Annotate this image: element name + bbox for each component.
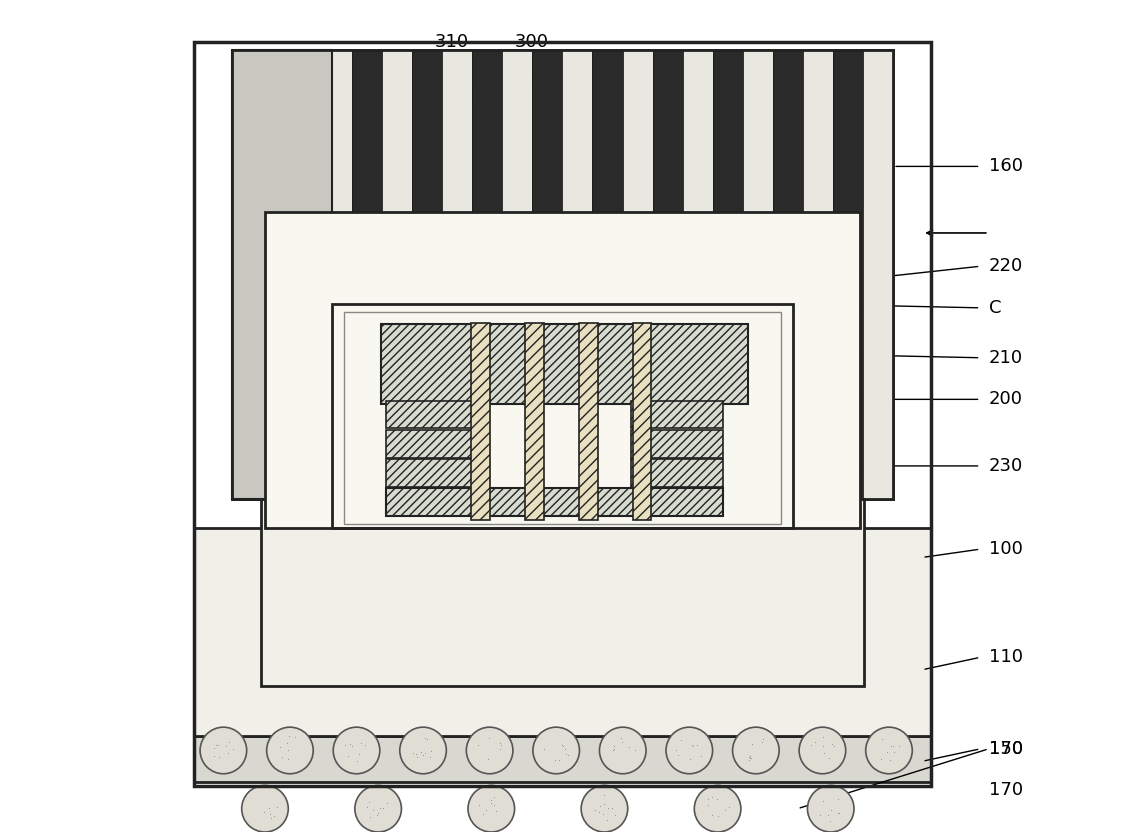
Circle shape [266, 727, 313, 774]
Bar [231, 50, 893, 499]
Bar [231, 50, 262, 499]
Bar [863, 50, 893, 499]
Bar [262, 50, 291, 499]
Bar [382, 50, 412, 499]
Bar [833, 50, 863, 499]
Bar [386, 430, 478, 458]
Bar [332, 304, 794, 528]
Circle shape [533, 727, 579, 774]
Bar [773, 50, 803, 499]
Bar [525, 323, 544, 520]
Bar [231, 50, 893, 499]
Bar [291, 50, 322, 499]
Bar [683, 50, 712, 499]
Bar [632, 323, 651, 520]
Circle shape [333, 727, 379, 774]
Circle shape [355, 785, 402, 832]
Bar [382, 324, 747, 404]
Text: C: C [989, 299, 1001, 317]
Circle shape [807, 785, 854, 832]
Circle shape [733, 727, 779, 774]
Bar [322, 50, 352, 499]
Circle shape [400, 727, 446, 774]
Bar [443, 50, 472, 499]
Bar [502, 50, 533, 499]
Circle shape [581, 785, 628, 832]
Text: 170: 170 [989, 781, 1023, 800]
Bar [231, 50, 332, 499]
Circle shape [666, 727, 712, 774]
Bar [412, 50, 443, 499]
Bar [653, 50, 683, 499]
Circle shape [599, 727, 646, 774]
Bar [593, 50, 622, 499]
Bar [386, 401, 478, 428]
Circle shape [799, 727, 846, 774]
Text: 160: 160 [989, 157, 1023, 176]
Text: 200: 200 [989, 390, 1023, 409]
Circle shape [200, 727, 246, 774]
Bar [562, 50, 593, 499]
Circle shape [866, 727, 912, 774]
Text: 220: 220 [989, 257, 1023, 275]
Bar [631, 459, 723, 487]
Text: 300: 300 [514, 32, 549, 51]
Text: 100: 100 [989, 540, 1023, 558]
Bar [194, 42, 930, 786]
Text: 170: 170 [989, 740, 1023, 758]
Circle shape [466, 727, 513, 774]
Bar [352, 50, 382, 499]
Bar [386, 488, 723, 516]
Bar [344, 312, 781, 524]
Circle shape [242, 785, 288, 832]
Text: 230: 230 [989, 457, 1023, 475]
Text: 110: 110 [989, 648, 1023, 666]
Bar [803, 50, 833, 499]
Bar [265, 212, 860, 528]
Text: 310: 310 [435, 32, 470, 51]
Bar [471, 323, 490, 520]
Bar [194, 528, 930, 736]
Bar [631, 430, 723, 458]
Bar [579, 323, 597, 520]
Text: 210: 210 [989, 349, 1023, 367]
Bar [261, 499, 864, 686]
Bar [194, 736, 930, 782]
Bar [712, 50, 743, 499]
Bar [533, 50, 562, 499]
Text: 150: 150 [989, 740, 1023, 758]
Bar [386, 459, 478, 487]
Bar [743, 50, 773, 499]
Circle shape [694, 785, 741, 832]
Bar [622, 50, 653, 499]
Circle shape [469, 785, 515, 832]
Bar [472, 50, 502, 499]
Bar [631, 401, 723, 428]
